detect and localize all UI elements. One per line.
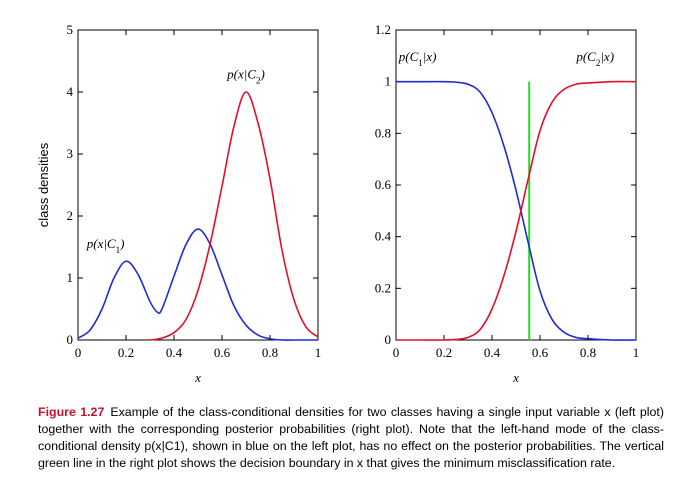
figure: 0 0.2 0.4 0.6 0.8 1 0 1 2 3 4 5 class densities x p(x|… [36,22,640,385]
x-tick-label: 0.8 [262,345,278,360]
figure-label: Figure 1.27 [38,405,105,419]
series-line-c2 [396,80,637,341]
curve-annotation-c1: p(C1|x) [398,49,437,68]
plot-frame [77,29,319,341]
x-tick-label: 0.8 [580,345,596,360]
x-tick-label: 0.4 [484,345,501,360]
y-tick-label: 0.6 [375,177,392,192]
series-line-c1 [396,80,637,341]
y-tick-label: 2 [67,208,74,223]
y-tick-label: 4 [67,84,74,99]
y-tick-label: 3 [67,146,74,161]
series-line-c1 [77,228,318,341]
x-tick-label: 0 [75,345,82,360]
curve-annotation-c1: p(x|C1) [86,236,125,255]
x-axis-label: x [512,370,519,385]
left-plot: 0 0.2 0.4 0.6 0.8 1 0 1 2 3 4 5 class densities x p(x|… [36,22,321,385]
plot-frame [395,29,637,341]
x-tick-label: 1 [633,345,640,360]
right-plot: 0 0.2 0.4 0.6 0.8 1 0 0.2 0.4 0.6 0.8 1 1.2 x p(C1|x) p… [375,22,640,385]
curve-annotation-c2: p(C2|x) [575,49,614,68]
y-tick-label: 0.8 [375,125,391,140]
x-tick-label: 0.6 [532,345,549,360]
y-tick-label: 0 [67,332,74,347]
x-tick-label: 0.6 [214,345,231,360]
x-tick-label: 0.4 [166,345,183,360]
y-tick-label: 1 [385,74,392,89]
curve-annotation-c2: p(x|C2) [226,66,265,85]
y-tick-label: 1 [67,270,74,285]
x-axis-label: x [194,370,201,385]
caption-text: Example of the class-conditional densiti… [38,405,664,470]
x-tick-label: 0 [393,345,400,360]
series-line-c2 [149,91,319,341]
x-tick-label: 1 [315,345,322,360]
x-tick-label: 0.2 [118,345,134,360]
y-tick-label: 5 [67,22,74,37]
x-tick-label: 0.2 [436,345,452,360]
y-axis-label: class densities [36,142,51,227]
y-tick-label: 0.4 [375,229,392,244]
y-tick-label: 1.2 [375,22,391,37]
y-tick-label: 0.2 [375,280,391,295]
figure-caption: Figure 1.27 Example of the class-conditio… [38,404,664,472]
y-tick-label: 0 [385,332,392,347]
